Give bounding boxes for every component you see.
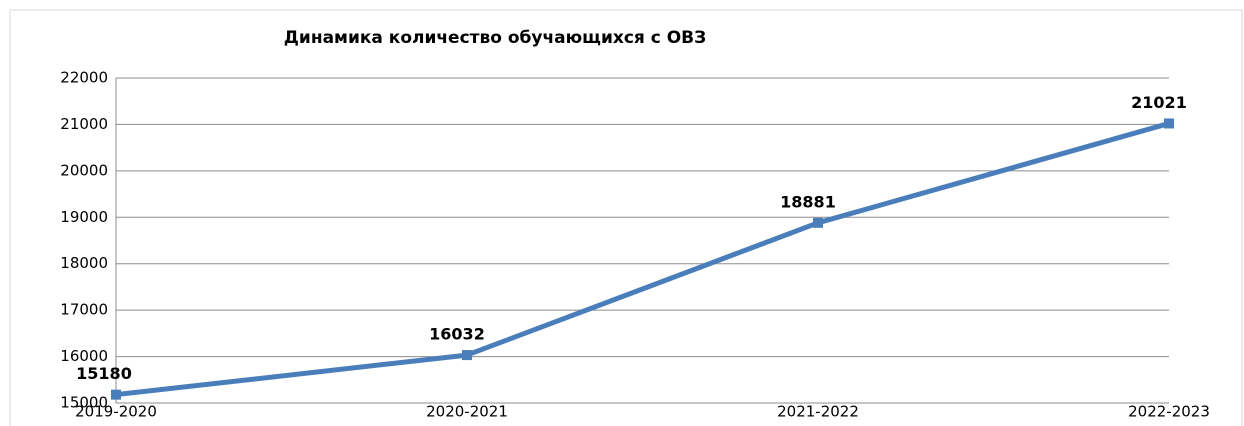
- data-label: 15180: [76, 364, 132, 383]
- data-label: 16032: [429, 325, 485, 344]
- data-label: 18881: [780, 192, 836, 211]
- x-tick-label: 2019-2020: [75, 403, 157, 421]
- y-tick-label: 15000: [60, 394, 108, 412]
- x-tick-label: 2022-2023: [1128, 403, 1210, 421]
- data-label: 21021: [1131, 93, 1187, 112]
- marker: [111, 389, 121, 400]
- chart-title: Динамика количество обучающихся с ОВЗ: [284, 28, 706, 48]
- y-tick-label: 20000: [60, 161, 108, 179]
- marker: [462, 350, 472, 361]
- y-tick-label: 16000: [60, 347, 108, 365]
- marker: [813, 217, 823, 228]
- chart-frame: [9, 9, 1243, 426]
- y-tick-label: 18000: [60, 254, 108, 272]
- y-tick-label: 19000: [60, 208, 108, 226]
- marker: [1164, 118, 1174, 129]
- y-tick-label: 22000: [60, 69, 108, 87]
- y-tick-label: 17000: [60, 301, 108, 319]
- y-tick-label: 21000: [60, 115, 108, 133]
- series-line: [115, 121, 1170, 398]
- x-tick-label: 2020-2021: [426, 403, 508, 421]
- x-tick-label: 2021-2022: [777, 403, 859, 421]
